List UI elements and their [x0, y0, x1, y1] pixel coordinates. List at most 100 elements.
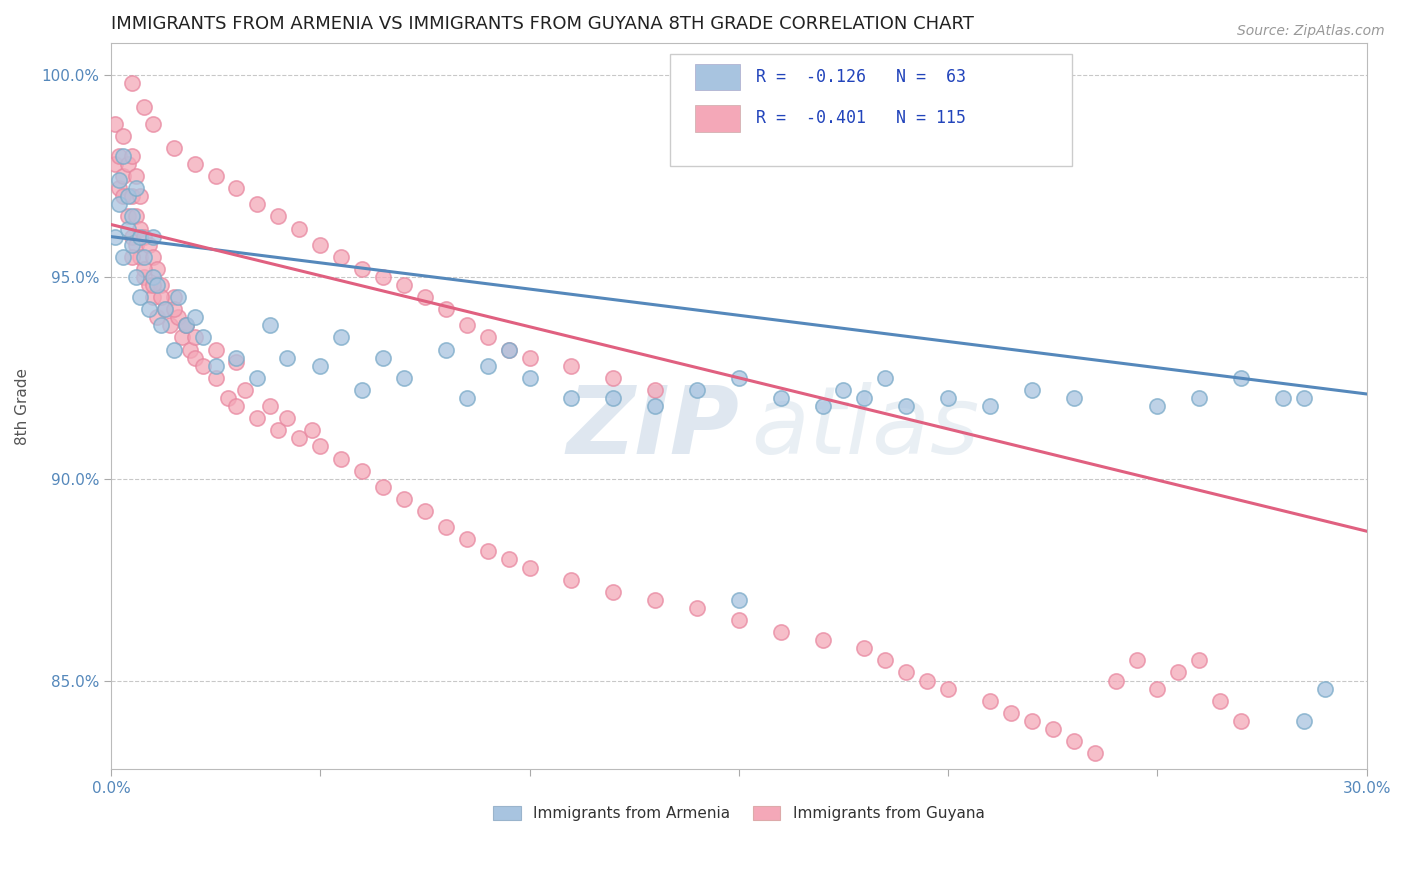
Point	[259, 318, 281, 333]
Point	[1272, 391, 1295, 405]
Point	[371, 480, 394, 494]
Point	[519, 351, 541, 365]
Point	[644, 592, 666, 607]
Point	[1146, 399, 1168, 413]
Point	[1188, 391, 1211, 405]
Point	[125, 181, 148, 195]
Point	[1146, 681, 1168, 696]
Point	[121, 229, 143, 244]
Point	[560, 391, 582, 405]
Point	[179, 343, 201, 357]
Point	[108, 181, 131, 195]
Point	[1063, 734, 1085, 748]
Point	[434, 520, 457, 534]
Point	[1188, 653, 1211, 667]
Point	[191, 330, 214, 344]
Point	[204, 343, 226, 357]
Point	[117, 189, 139, 203]
Point	[309, 359, 332, 373]
Point	[146, 261, 169, 276]
Point	[1084, 746, 1107, 760]
Point	[371, 269, 394, 284]
Point	[330, 451, 353, 466]
Point	[288, 431, 311, 445]
Point	[174, 318, 197, 333]
Point	[163, 141, 186, 155]
Text: R =  -0.401   N = 115: R = -0.401 N = 115	[756, 110, 966, 128]
Point	[498, 552, 520, 566]
Point	[769, 625, 792, 640]
Point	[134, 229, 156, 244]
Point	[811, 399, 834, 413]
Point	[112, 189, 135, 203]
Point	[1104, 673, 1126, 688]
Point	[259, 399, 281, 413]
Point	[108, 197, 131, 211]
Point	[225, 181, 247, 195]
Point	[686, 600, 709, 615]
Point	[104, 229, 127, 244]
Point	[134, 261, 156, 276]
Point	[129, 189, 152, 203]
Point	[727, 371, 749, 385]
Point	[498, 343, 520, 357]
Point	[727, 592, 749, 607]
Point	[121, 250, 143, 264]
Point	[108, 149, 131, 163]
Point	[1292, 714, 1315, 728]
Point	[979, 399, 1001, 413]
Point	[267, 210, 290, 224]
Point	[172, 330, 194, 344]
Point	[142, 290, 165, 304]
Point	[138, 237, 160, 252]
Text: ZIP: ZIP	[567, 382, 738, 474]
Point	[117, 157, 139, 171]
Point	[477, 330, 499, 344]
Point	[163, 290, 186, 304]
Point	[142, 250, 165, 264]
Point	[134, 100, 156, 114]
Point	[121, 210, 143, 224]
Point	[686, 383, 709, 397]
Point	[204, 359, 226, 373]
Point	[129, 229, 152, 244]
Point	[159, 318, 181, 333]
FancyBboxPatch shape	[695, 64, 740, 90]
Point	[167, 290, 190, 304]
Point	[727, 613, 749, 627]
Point	[233, 383, 256, 397]
Point	[602, 584, 624, 599]
Point	[896, 665, 918, 680]
Point	[853, 641, 876, 656]
Point	[217, 391, 239, 405]
Point	[979, 694, 1001, 708]
Point	[150, 318, 173, 333]
Point	[936, 681, 959, 696]
Point	[142, 269, 165, 284]
Point	[125, 269, 148, 284]
Point	[875, 371, 897, 385]
Point	[155, 302, 177, 317]
Point	[146, 278, 169, 293]
Point	[121, 149, 143, 163]
Text: R =  -0.126   N =  63: R = -0.126 N = 63	[756, 68, 966, 86]
Point	[183, 310, 205, 325]
Point	[204, 371, 226, 385]
Point	[155, 302, 177, 317]
Point	[392, 371, 415, 385]
Point	[142, 117, 165, 131]
Point	[811, 633, 834, 648]
Point	[456, 533, 478, 547]
Point	[167, 310, 190, 325]
Point	[1021, 383, 1043, 397]
Point	[125, 237, 148, 252]
Point	[413, 290, 436, 304]
Point	[915, 673, 938, 688]
Point	[560, 359, 582, 373]
Point	[936, 391, 959, 405]
Point	[117, 221, 139, 235]
Point	[644, 399, 666, 413]
Point	[413, 504, 436, 518]
Text: Source: ZipAtlas.com: Source: ZipAtlas.com	[1237, 24, 1385, 38]
Point	[519, 560, 541, 574]
